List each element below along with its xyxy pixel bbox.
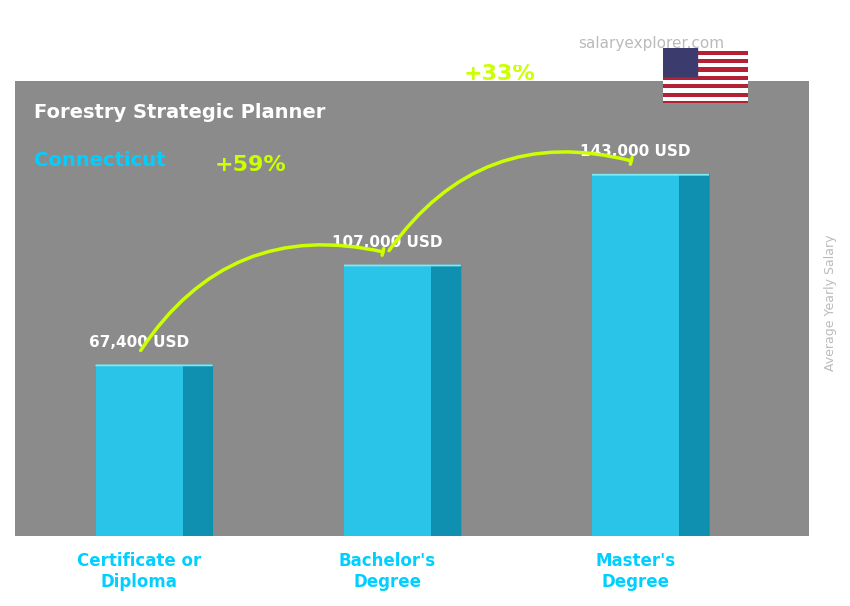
Bar <box>663 76 748 80</box>
Bar <box>344 265 431 536</box>
Bar <box>663 80 748 84</box>
Text: Forestry Strategic Planner: Forestry Strategic Planner <box>34 103 326 122</box>
Text: 143,000 USD: 143,000 USD <box>581 144 691 159</box>
Bar <box>96 365 183 536</box>
Text: Salary Comparison By Education: Salary Comparison By Education <box>34 42 591 72</box>
Text: Average Yearly Salary: Average Yearly Salary <box>824 235 837 371</box>
Bar <box>663 84 748 88</box>
Text: salaryexplorer.com: salaryexplorer.com <box>578 36 724 52</box>
Text: +33%: +33% <box>463 64 535 84</box>
Polygon shape <box>183 365 212 536</box>
Bar <box>663 72 748 76</box>
Bar <box>663 67 748 72</box>
Bar <box>663 63 748 67</box>
Polygon shape <box>431 265 461 536</box>
Bar <box>663 101 748 105</box>
Bar <box>663 93 748 97</box>
Text: +59%: +59% <box>215 155 286 175</box>
Bar <box>592 175 679 536</box>
Text: Connecticut: Connecticut <box>34 152 166 170</box>
Polygon shape <box>663 48 697 76</box>
Text: 107,000 USD: 107,000 USD <box>332 235 443 250</box>
Bar <box>663 97 748 101</box>
Bar <box>663 55 748 59</box>
Bar <box>663 59 748 63</box>
Bar <box>663 88 748 93</box>
Polygon shape <box>679 175 709 536</box>
Text: 67,400 USD: 67,400 USD <box>89 335 190 350</box>
Bar <box>663 50 748 55</box>
